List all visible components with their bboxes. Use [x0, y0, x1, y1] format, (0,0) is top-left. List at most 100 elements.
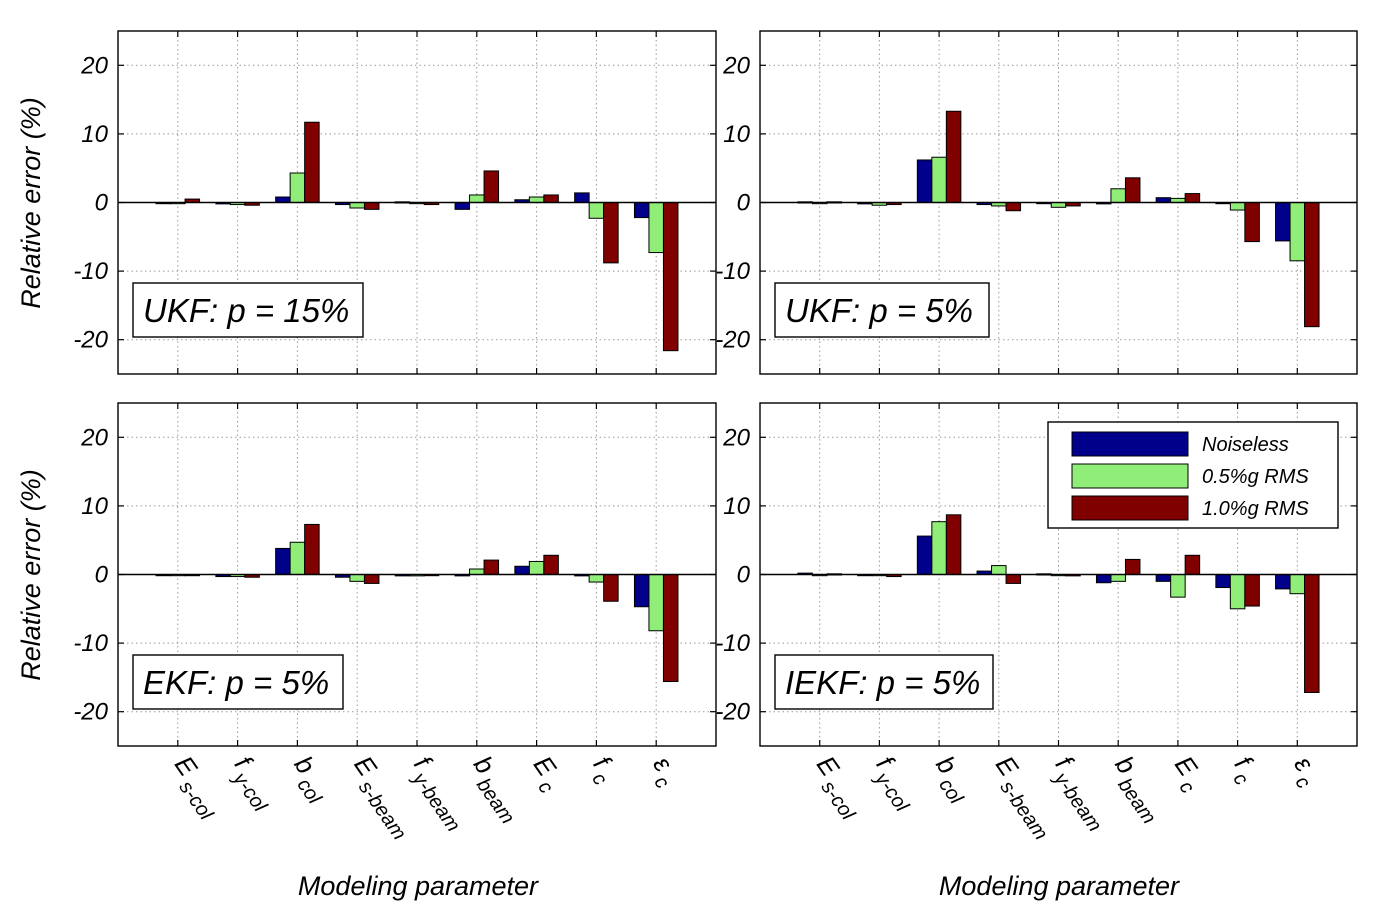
- panel-3: -20-1001020Es-colfy-colbcolEs-beamfy-bea…: [73, 402, 717, 844]
- y-tick-label: -20: [715, 327, 750, 354]
- bar: [1244, 202, 1260, 243]
- panel-2: -20 -10 0 10 20 UKF: p = 5%: [715, 30, 1358, 375]
- y-tick-label: -10: [715, 630, 750, 657]
- x-tick-label: fc: [581, 750, 624, 789]
- bar: [588, 574, 605, 583]
- panel-label: UKF: p = 5%: [785, 292, 973, 329]
- bar: [1289, 202, 1306, 262]
- bar: [528, 560, 545, 576]
- bar: [574, 192, 590, 203]
- bar: [1170, 574, 1186, 598]
- bar: [1275, 574, 1291, 590]
- bar: [543, 194, 559, 203]
- bar: [483, 559, 500, 575]
- y-tick-label: 20: [80, 52, 108, 79]
- bar: [289, 541, 306, 575]
- panel-label: UKF: p = 15%: [143, 292, 349, 329]
- panel-label-box: [132, 654, 344, 710]
- bar: [1005, 574, 1022, 584]
- x-tick-label: Es-col: [162, 750, 230, 824]
- y-tick-label: 10: [81, 493, 108, 520]
- bar: [1304, 202, 1320, 328]
- y-axis-title-top: Relative error (%): [16, 97, 46, 309]
- panel-1: -20 -10 0 10 20 UKF: p = 15%: [73, 30, 717, 375]
- y-tick-label: 0: [95, 562, 109, 589]
- x-axis-title-right: Modeling parameter: [939, 871, 1180, 901]
- bar: [931, 521, 947, 575]
- legend-swatch: [1071, 495, 1189, 521]
- x-tick-label: bcol: [924, 750, 981, 808]
- bar: [304, 121, 320, 203]
- x-tick-label: fy-col: [222, 750, 284, 816]
- bar: [483, 170, 500, 203]
- bar: [588, 202, 605, 219]
- bar: [1289, 574, 1306, 595]
- bar: [662, 574, 679, 683]
- bar: [363, 574, 380, 584]
- bar: [1110, 574, 1126, 582]
- y-tick-label: -10: [715, 258, 750, 285]
- y-tick-label: -20: [73, 699, 108, 726]
- bar: [1244, 574, 1260, 607]
- bar: [1275, 202, 1291, 242]
- legend-label: Noiseless: [1202, 434, 1289, 456]
- x-tick-label: εc: [1282, 750, 1328, 793]
- x-tick-label: bbeam: [1103, 750, 1173, 828]
- bar: [648, 202, 664, 254]
- bar: [603, 202, 619, 264]
- bar: [1050, 202, 1067, 208]
- y-tick-label: -20: [73, 327, 108, 354]
- y-tick-label: -20: [715, 699, 750, 726]
- bar: [528, 196, 545, 203]
- bar: [916, 159, 933, 204]
- x-tick-label: Ec: [521, 750, 570, 797]
- bar: [603, 574, 619, 602]
- x-tick-label: Es-col: [804, 750, 872, 824]
- x-tick-label: bcol: [282, 750, 339, 808]
- y-tick-label: 0: [737, 562, 751, 589]
- y-tick-label: 0: [95, 190, 109, 217]
- bar: [454, 202, 471, 210]
- bar: [1124, 177, 1141, 203]
- bar: [1005, 202, 1022, 212]
- bar: [1095, 574, 1112, 584]
- y-tick-label: 10: [81, 121, 108, 148]
- bar: [945, 514, 962, 575]
- x-tick-label: Ec: [1162, 750, 1211, 797]
- bar: [1184, 193, 1201, 204]
- bar: [514, 565, 530, 576]
- y-tick-label: 10: [723, 121, 750, 148]
- bar: [945, 110, 962, 203]
- legend-swatch: [1071, 431, 1189, 457]
- legend-label: 1.0%g RMS: [1202, 498, 1309, 520]
- bar: [349, 202, 365, 209]
- bar: [1304, 574, 1320, 693]
- y-axis-title-bottom: Relative error (%): [16, 469, 46, 681]
- bar: [633, 202, 650, 219]
- bar: [662, 202, 679, 352]
- bar: [1184, 554, 1201, 575]
- y-tick-label: -10: [73, 630, 108, 657]
- legend: Noiseless 0.5%g RMS 1.0%g RMS: [1047, 421, 1339, 529]
- x-tick-label: fy-beam: [402, 750, 478, 836]
- bar: [275, 196, 291, 203]
- y-tick-label: 20: [80, 424, 108, 451]
- bar: [991, 565, 1007, 575]
- panel-label-box: [774, 654, 994, 710]
- bar: [363, 202, 380, 210]
- x-tick-label: fy-col: [864, 750, 926, 816]
- y-tick-label: 10: [723, 493, 750, 520]
- bar: [1155, 197, 1172, 203]
- bar: [633, 574, 650, 608]
- y-tick-label: 0: [737, 190, 751, 217]
- panel-label-box: [132, 282, 364, 338]
- bar: [304, 523, 320, 575]
- bar: [349, 574, 365, 582]
- bar: [648, 574, 664, 632]
- x-axis-title-left: Modeling parameter: [298, 871, 539, 901]
- bar: [1124, 558, 1141, 576]
- bar: [1229, 574, 1246, 610]
- legend-label: 0.5%g RMS: [1202, 466, 1309, 488]
- x-tick-label: bbeam: [461, 750, 531, 828]
- x-tick-label: fc: [1222, 750, 1265, 789]
